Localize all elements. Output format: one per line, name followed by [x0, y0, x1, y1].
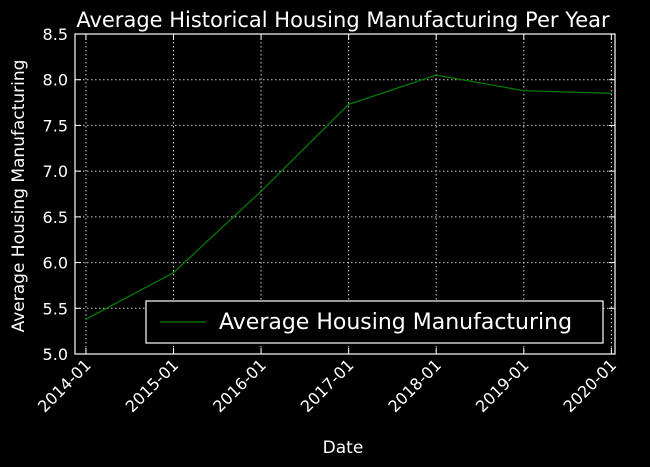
data-point	[85, 318, 87, 320]
y-tick-label: 8.0	[43, 71, 68, 90]
y-tick-label: 6.5	[43, 208, 68, 227]
data-point	[260, 190, 262, 192]
data-point	[435, 74, 437, 76]
y-tick-label: 5.0	[43, 345, 68, 364]
chart-title: Average Historical Housing Manufacturing…	[76, 8, 610, 32]
y-axis-label: Average Housing Manufacturing	[9, 60, 29, 333]
plot-frame	[74, 33, 616, 355]
y-tick-label: 5.5	[43, 299, 68, 318]
data-point	[172, 272, 175, 274]
data-point	[523, 90, 525, 92]
data-point	[348, 103, 350, 105]
y-tick-label: 7.5	[43, 116, 68, 135]
grid	[75, 33, 615, 355]
y-tick-label: 6.0	[43, 254, 68, 273]
legend: Average Housing Manufacturing	[145, 300, 604, 344]
x-axis-label: Date	[323, 438, 364, 458]
legend-label: Average Housing Manufacturing	[219, 310, 572, 335]
series-layer	[85, 74, 612, 320]
y-tick-label: 7.0	[43, 162, 68, 181]
legend-box	[145, 300, 604, 344]
data-point	[610, 92, 612, 95]
y-tick-label: 8.5	[43, 25, 68, 44]
